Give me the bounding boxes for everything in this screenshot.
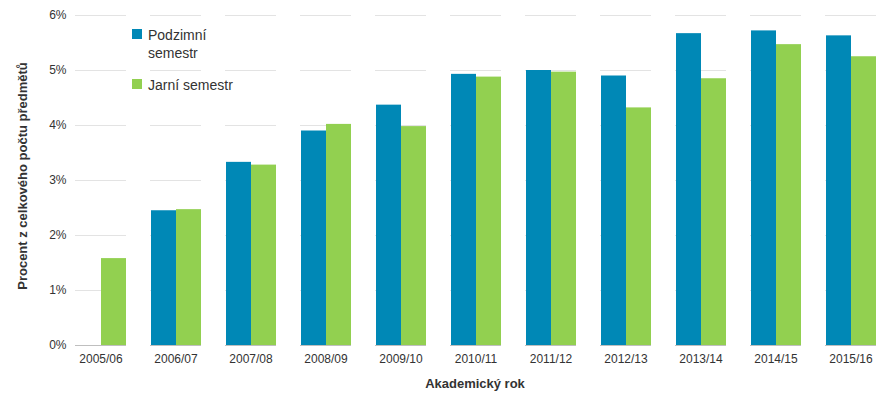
svg-text:2008/09: 2008/09 [304, 352, 348, 366]
svg-text:2006/07: 2006/07 [154, 352, 198, 366]
svg-text:2010/11: 2010/11 [455, 352, 498, 366]
html-text:Procent z celkového počtu před: Procent z celkového počtu předmětů [14, 62, 30, 290]
svg-text:2014/15: 2014/15 [754, 352, 798, 366]
svg-text:2012/13: 2012/13 [604, 352, 648, 366]
svg-text:6%: 6% [49, 8, 67, 22]
svg-text:0%: 0% [49, 338, 67, 352]
svg-text:2005/06: 2005/06 [79, 352, 123, 366]
svg-text:3%: 3% [49, 173, 67, 187]
html-text:Jarní semestr: Jarní semestr [148, 77, 233, 93]
svg-text:2007/08: 2007/08 [229, 352, 273, 366]
svg-text:5%: 5% [49, 63, 67, 77]
svg-text:4%: 4% [49, 118, 67, 132]
svg-text:2013/14: 2013/14 [679, 352, 723, 366]
svg-text:2015/16: 2015/16 [829, 352, 873, 366]
html-text:Akademický rok: Akademický rok [425, 376, 525, 391]
svg-text:2011/12: 2011/12 [530, 352, 573, 366]
svg-text:2%: 2% [49, 228, 67, 242]
html-text:Podzimní semestr: Podzimní semestr [148, 27, 207, 61]
svg-text:2009/10: 2009/10 [379, 352, 423, 366]
svg-text:1%: 1% [49, 283, 67, 297]
